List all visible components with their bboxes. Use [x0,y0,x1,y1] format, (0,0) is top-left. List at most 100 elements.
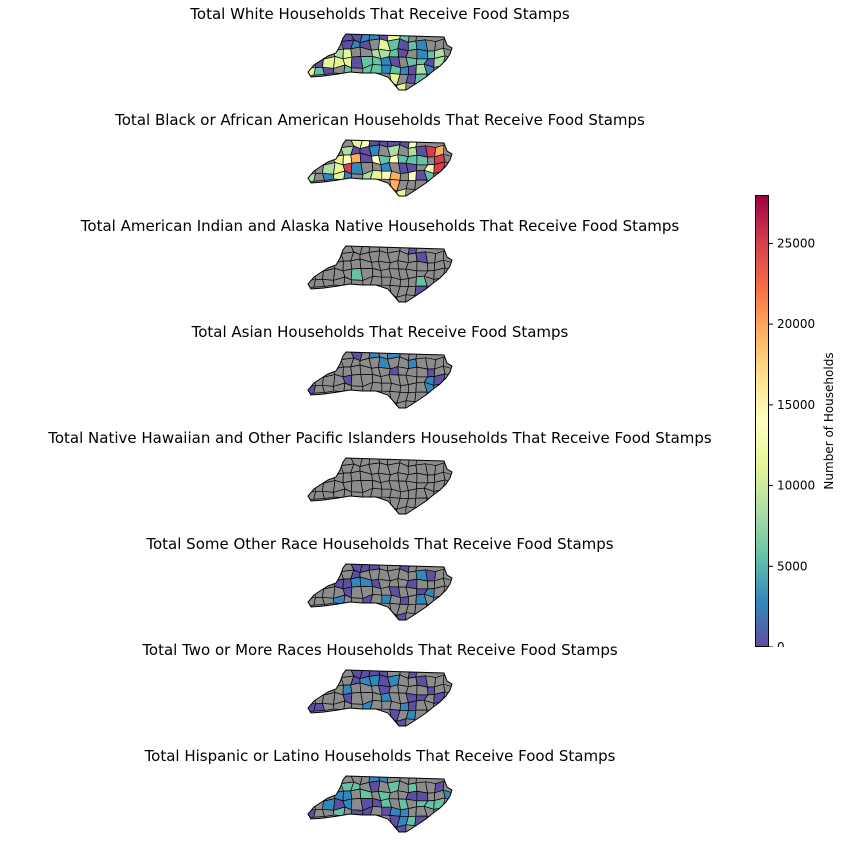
panel-title: Total Asian Households That Receive Food… [191,323,569,341]
state-outline [307,563,453,621]
colorbar-tick-label: 25000 [777,236,815,250]
county [399,596,409,606]
state-outline [307,457,453,515]
county [399,702,409,712]
county [350,470,362,482]
county [408,594,417,606]
colorbar-label: Number of Households [822,352,836,490]
state-outline [307,669,453,727]
colorbar-tick-label: 20000 [777,317,815,331]
county [427,262,436,272]
county [408,700,417,712]
county [408,170,417,182]
county [322,490,335,499]
county [408,806,417,818]
north-carolina-county-map [307,139,453,197]
panel-title: Total White Households That Receive Food… [190,5,570,23]
county [425,675,436,688]
panel-title: Total Hispanic or Latino Households That… [144,747,616,765]
county [425,569,436,582]
county [350,788,362,800]
county [369,699,383,710]
county [408,488,417,500]
north-carolina-county-map [307,669,453,727]
county [350,46,362,58]
county [369,275,383,286]
map-panel: Total Black or African American Househol… [0,106,760,212]
north-carolina-county-map [307,245,453,303]
county [425,39,436,52]
county [427,474,436,484]
county [427,368,436,378]
state-outline [307,775,453,833]
county [399,490,409,500]
panel-title: Total Black or African American Househol… [115,111,645,129]
map-panel: Total Asian Households That Receive Food… [0,318,760,424]
county [369,593,383,604]
county [416,154,429,166]
county [427,156,436,166]
map-panel: Total Hispanic or Latino Households That… [0,742,760,848]
county [399,172,409,182]
county [350,576,362,588]
map-panel: Total Two or More Races Households That … [0,636,760,742]
county [408,64,417,76]
county [322,172,335,181]
county [322,702,335,711]
county [408,382,417,394]
county [369,169,383,180]
panel-title: Total American Indian and Alaska Native … [80,217,680,235]
county [350,258,362,270]
county [416,48,429,60]
county [427,686,436,696]
county [350,364,362,376]
colorbar-tick-label: 10000 [777,479,815,493]
county [322,66,335,75]
north-carolina-county-map [307,457,453,515]
colorbar-tick-label: 5000 [777,559,808,573]
north-carolina-county-map [307,351,453,409]
county [399,278,409,288]
county [416,684,429,696]
state-outline [307,33,453,91]
colorbar-axis: 0 5000 10000 15000 20000 25000 [769,236,815,647]
county [416,260,429,272]
county [416,578,429,590]
county [369,805,383,816]
colorbar [755,195,769,647]
county [408,276,417,288]
county [399,66,409,76]
county [425,781,436,794]
north-carolina-county-map [307,775,453,833]
county [427,580,436,590]
north-carolina-county-map [307,33,453,91]
county [416,790,429,802]
county [369,381,383,392]
colorbar-tick-label: 0 [777,640,785,647]
county [425,251,436,264]
map-panel: Total White Households That Receive Food… [0,0,760,106]
colorbar-tick-label: 15000 [777,398,815,412]
state-outline [307,245,453,303]
state-outline [307,351,453,409]
map-panel: Total Native Hawaiian and Other Pacific … [0,424,760,530]
county [416,366,429,378]
county [322,808,335,817]
county [322,384,335,393]
north-carolina-county-map [307,563,453,621]
panel-title: Total Native Hawaiian and Other Pacific … [48,429,712,447]
county [399,808,409,818]
panel-title: Total Two or More Races Households That … [142,641,618,659]
county [322,278,335,287]
county [350,152,362,164]
county [399,384,409,394]
map-panel: Total American Indian and Alaska Native … [0,212,760,318]
map-panel: Total Some Other Race Households That Re… [0,530,760,636]
county [427,792,436,802]
county [425,463,436,476]
county [425,145,436,158]
state-outline [307,139,453,197]
county [427,50,436,60]
county [416,472,429,484]
panel-title: Total Some Other Race Households That Re… [146,535,614,553]
